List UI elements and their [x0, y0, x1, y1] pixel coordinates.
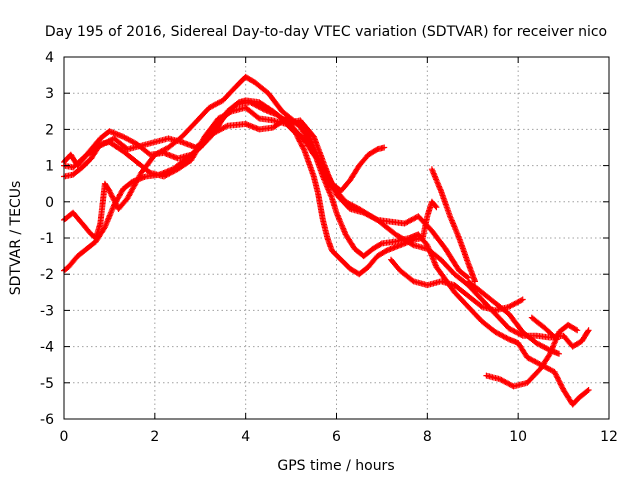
- y-tick-label: 4: [45, 50, 54, 66]
- x-tick-label: 8: [423, 429, 432, 445]
- data-point-marks: [465, 278, 562, 357]
- x-tick-label: 10: [509, 429, 527, 445]
- x-axis-tick-labels: 0 2 4 6 8 10 12: [60, 429, 618, 445]
- series-track-10: [465, 278, 562, 357]
- y-tick-label: -1: [40, 231, 54, 247]
- data-point-marks: [428, 166, 478, 285]
- x-tick-label: 6: [332, 429, 341, 445]
- x-tick-label: 2: [150, 429, 159, 445]
- series-track-3: [61, 115, 592, 408]
- y-tick-label: 0: [45, 195, 54, 211]
- series-track-4: [61, 104, 440, 278]
- series-track-7: [428, 166, 478, 285]
- y-tick-label: 2: [45, 122, 54, 138]
- axis-ticks: [63, 56, 610, 420]
- series-track-9: [528, 314, 560, 343]
- chart-title: Day 195 of 2016, Sidereal Day-to-day VTE…: [45, 24, 607, 40]
- y-tick-label: 1: [45, 159, 54, 175]
- x-tick-label: 0: [60, 429, 69, 445]
- grid-lines: [64, 57, 609, 419]
- y-axis-tick-labels: -6 -5 -4 -3 -2 -1 0 1 2 3 4: [40, 50, 54, 428]
- y-tick-label: -2: [40, 267, 54, 283]
- y-axis-label: SDTVAR / TECUs: [8, 181, 24, 296]
- data-point-marks: [528, 314, 560, 343]
- x-axis-label: GPS time / hours: [277, 458, 394, 474]
- y-tick-label: -6: [40, 412, 54, 428]
- y-tick-label: -5: [40, 376, 54, 392]
- y-tick-label: 3: [45, 86, 54, 102]
- data-marks: [61, 73, 592, 408]
- x-tick-label: 12: [600, 429, 618, 445]
- y-tick-label: -3: [40, 303, 54, 319]
- y-tick-label: -4: [40, 340, 54, 356]
- series-track-6: [388, 256, 526, 314]
- data-point-marks: [388, 256, 526, 314]
- data-point-marks: [61, 104, 440, 278]
- x-tick-label: 4: [241, 429, 250, 445]
- data-point-marks: [61, 115, 592, 408]
